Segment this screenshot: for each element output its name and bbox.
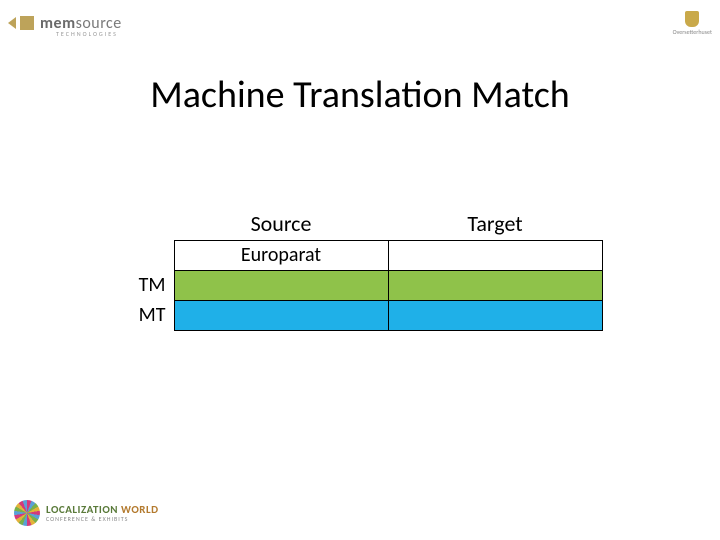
logo-square-icon xyxy=(20,16,34,30)
header-source: Source xyxy=(174,210,388,240)
footer-main: LOCALIZATION WORLD xyxy=(46,504,159,515)
translation-table: Source Target Europarat TM MT xyxy=(120,210,603,331)
footer-logo: LOCALIZATION WORLD CONFERENCE & EXHIBITS xyxy=(14,500,159,526)
right-logo: Oversetterhuset xyxy=(673,11,712,36)
row-mt: MT xyxy=(120,300,602,330)
cell-mt-source xyxy=(174,300,388,330)
globe-icon xyxy=(14,500,40,526)
shield-icon xyxy=(685,11,699,27)
header-target: Target xyxy=(388,210,602,240)
footer-sub: CONFERENCE & EXHIBITS xyxy=(46,516,159,522)
cell-mt-target xyxy=(388,300,602,330)
right-logo-text: Oversetterhuset xyxy=(673,28,712,36)
memsource-logo: memsource TECHNOLOGIES xyxy=(8,14,122,33)
row-source: Europarat xyxy=(120,240,602,270)
logo-arrow-icon xyxy=(8,17,16,29)
cell-source-target xyxy=(388,240,602,270)
row-mt-label: MT xyxy=(120,300,174,330)
row-source-label xyxy=(120,240,174,270)
header: memsource TECHNOLOGIES Oversetterhuset xyxy=(8,8,712,38)
logo-subtext: TECHNOLOGIES xyxy=(56,30,118,38)
cell-tm-source xyxy=(174,270,388,300)
cell-source-source: Europarat xyxy=(174,240,388,270)
footer-text: LOCALIZATION WORLD CONFERENCE & EXHIBITS xyxy=(46,504,159,522)
row-tm: TM xyxy=(120,270,602,300)
header-blank xyxy=(120,210,174,240)
row-tm-label: TM xyxy=(120,270,174,300)
cell-tm-target xyxy=(388,270,602,300)
slide-title: Machine Translation Match xyxy=(0,72,720,118)
